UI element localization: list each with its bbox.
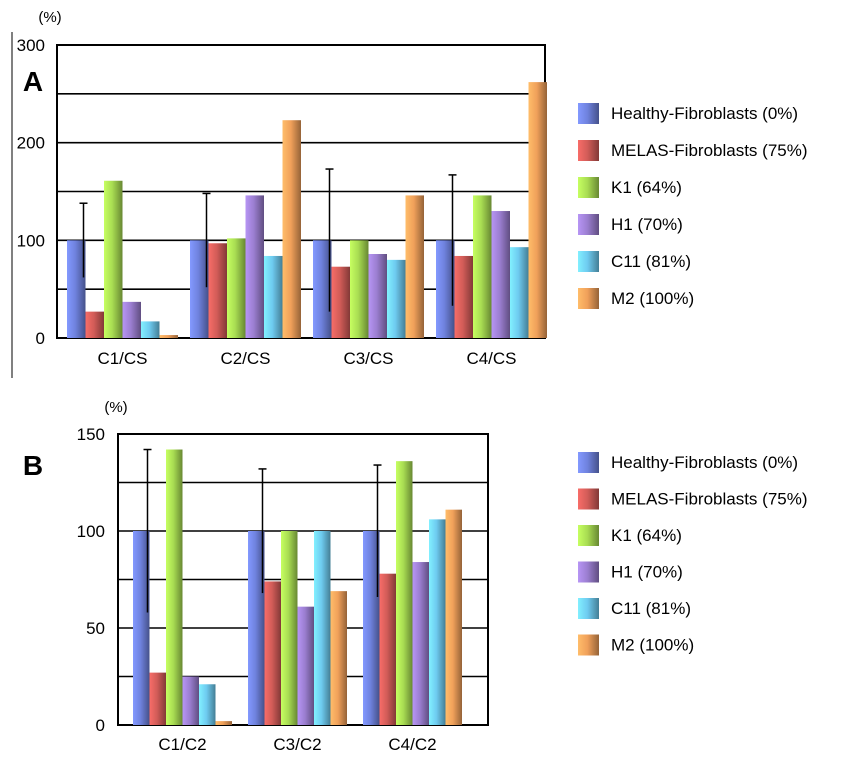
panel-b-y-tick-label: 100 <box>77 522 105 541</box>
panel-b-bar <box>396 461 413 725</box>
panel-a-bar <box>510 247 529 338</box>
panel-b-legend-swatch <box>578 561 599 583</box>
panel-a-legend-swatch <box>578 214 599 235</box>
panel-a-y-tick-label: 300 <box>17 36 45 55</box>
panel-b-bar <box>379 573 396 725</box>
panel-b-legend-swatch <box>578 525 599 546</box>
panel-a-bar <box>208 243 227 338</box>
panel-a-bar <box>313 240 332 338</box>
panel-b-bar <box>429 519 446 725</box>
panel-b-category-label: C3/C2 <box>273 735 321 754</box>
panel-a-bar <box>331 266 350 338</box>
panel-a-bar <box>190 240 209 338</box>
panel-a-legend-label: Healthy-Fibroblasts (0%) <box>611 104 798 123</box>
panel-b-y-tick-label: 0 <box>96 716 105 735</box>
panel-b-category-label: C4/C2 <box>388 735 436 754</box>
panel-a-bar <box>454 255 473 338</box>
panel-a-bar <box>405 195 424 338</box>
panel-b-bar <box>248 531 265 725</box>
panel-a-bar <box>245 195 264 338</box>
panel-a-bar <box>67 240 86 338</box>
panel-b-y-tick-label: 150 <box>77 425 105 444</box>
panel-a-bar <box>528 82 547 338</box>
panel-b-bar <box>264 581 281 725</box>
panel-b-bar <box>330 591 347 725</box>
panel-a-bar <box>227 238 246 338</box>
panel-a-bar <box>436 240 455 338</box>
panel-b-bar <box>412 562 429 725</box>
panel-a-legend-label: K1 (64%) <box>611 178 682 197</box>
panel-a-legend-swatch <box>578 288 599 309</box>
panel-a-bar <box>350 240 369 338</box>
panel-a-category-label: C3/CS <box>343 349 393 368</box>
panel-a-category-label: C4/CS <box>466 349 516 368</box>
panel-b-bar <box>182 676 199 725</box>
panel-a-bar <box>491 211 510 338</box>
panel-a-y-tick-label: 200 <box>17 134 45 153</box>
panel-b-legend-swatch <box>578 488 599 510</box>
panel-a-legend-swatch <box>578 103 599 124</box>
panel-b-bar <box>199 684 216 725</box>
panel-a-legend-label: M2 (100%) <box>611 289 694 308</box>
panel-b-bar <box>445 509 462 725</box>
panel-a-bar <box>122 301 141 338</box>
panel-b-bar <box>297 606 314 725</box>
panel-a-bar <box>104 180 123 338</box>
panel-b-y-tick-label: 50 <box>86 619 105 638</box>
panel-a-category-label: C1/CS <box>97 349 147 368</box>
panel-a-legend-label: H1 (70%) <box>611 215 683 234</box>
panel-a-legend-swatch <box>578 177 599 198</box>
panel-a-bar <box>387 259 406 338</box>
panel-a-bar <box>368 254 387 338</box>
panel-b-legend-label: M2 (100%) <box>611 636 694 655</box>
panel-a-y-tick-label: 100 <box>17 231 45 250</box>
panel-a-category-label: C2/CS <box>220 349 270 368</box>
panel-a-legend-swatch <box>578 140 599 161</box>
panel-a-y-tick-label: 0 <box>36 329 45 348</box>
panel-b-legend-label: K1 (64%) <box>611 526 682 545</box>
panel-a-bar <box>85 311 104 338</box>
panel-a-bar <box>141 321 160 338</box>
panel-a-legend-label: MELAS-Fibroblasts (75%) <box>611 141 808 160</box>
panel-b-bar <box>363 531 380 725</box>
panel-b-category-label: C1/C2 <box>158 735 206 754</box>
panel-b-legend-label: MELAS-Fibroblasts (75%) <box>611 490 808 509</box>
panel-a-legend-label: C11 (81%) <box>611 252 691 271</box>
panel-b-legend-swatch <box>578 634 599 656</box>
panel-b-bar <box>149 672 166 725</box>
panel-b-legend-label: H1 (70%) <box>611 563 683 582</box>
panel-a-bar <box>473 195 492 338</box>
panel-a-unit-label: (%) <box>38 9 61 26</box>
panel-a-bar <box>264 255 283 338</box>
panel-b-bar <box>281 531 298 725</box>
panel-b-bar <box>314 531 331 725</box>
panel-a-legend-swatch <box>578 251 599 272</box>
panel-b-unit-label: (%) <box>104 399 127 416</box>
panel-b-bar <box>215 721 232 725</box>
panel-b-legend-label: C11 (81%) <box>611 599 691 618</box>
panel-a-bar <box>282 120 301 338</box>
panel-b-legend-swatch <box>578 598 599 619</box>
panel-a-bar <box>159 335 178 338</box>
panel-b-legend-label: Healthy-Fibroblasts (0%) <box>611 453 798 472</box>
panel-b-legend-swatch <box>578 452 599 473</box>
panel-a-panel-label: A <box>23 66 43 97</box>
panel-b-bar <box>133 531 150 725</box>
panel-b-bar <box>166 449 183 725</box>
panel-b-panel-label: B <box>23 450 43 481</box>
